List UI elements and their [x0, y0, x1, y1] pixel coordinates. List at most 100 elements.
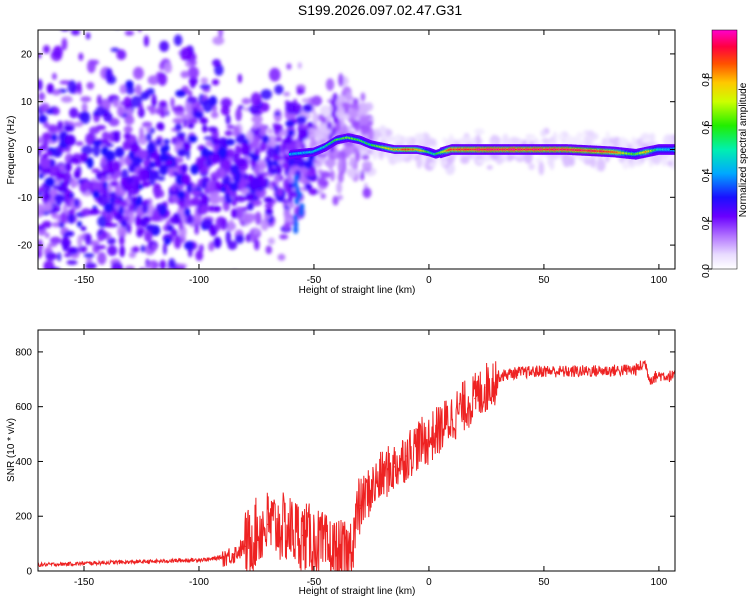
noise-blob — [186, 182, 193, 194]
noise-blob — [119, 245, 125, 258]
noise-blob — [77, 245, 88, 253]
noise-blob — [123, 96, 132, 110]
noise-blob — [116, 269, 126, 278]
noise-blob — [57, 120, 64, 131]
spectrogram-y-ticks: -20 -10 0 10 20 — [18, 49, 675, 252]
noise-blob — [119, 235, 125, 246]
noise-blob — [69, 107, 79, 119]
noise-blob — [112, 99, 120, 108]
noise-blob — [127, 212, 135, 225]
snr-point — [635, 369, 637, 371]
noise-blob — [264, 202, 274, 209]
feature-blob — [294, 197, 300, 206]
snr-point — [405, 455, 407, 457]
noise-blob — [148, 313, 155, 326]
noise-blob — [202, 218, 213, 228]
noise-blob — [267, 237, 275, 245]
noise-blob — [540, 129, 547, 137]
noise-blob — [160, 145, 167, 155]
noise-blob — [182, 292, 186, 300]
noise-blob — [265, 208, 273, 216]
noise-blob — [332, 195, 339, 206]
noise-blob — [274, 111, 281, 116]
noise-blob — [121, 308, 127, 314]
feature-blob — [295, 185, 300, 194]
noise-blob — [51, 133, 58, 142]
noise-blob — [272, 154, 283, 161]
noise-blob — [525, 134, 536, 139]
noise-blob — [211, 153, 221, 164]
noise-blob — [260, 124, 267, 137]
noise-blob — [186, 117, 199, 125]
noise-blob — [142, 15, 151, 21]
snr-point — [382, 474, 384, 476]
noise-blob — [429, 161, 437, 168]
noise-blob — [77, 234, 83, 248]
noise-blob — [42, 132, 52, 141]
noise-blob — [235, 107, 242, 122]
noise-blob — [274, 144, 281, 156]
noise-blob — [182, 202, 193, 208]
snr-point — [301, 534, 304, 537]
snr-frame — [37, 329, 676, 572]
noise-blob — [297, 62, 302, 69]
noise-blob — [176, 283, 180, 296]
noise-blob — [159, 123, 165, 131]
noise-blob — [528, 163, 535, 171]
noise-blob — [414, 133, 425, 140]
noise-blob — [186, 96, 198, 104]
noise-blob — [287, 158, 296, 166]
noise-blob — [159, 259, 167, 269]
noise-blob — [277, 253, 286, 261]
noise-blob — [259, 140, 268, 152]
noise-blob — [81, 102, 88, 114]
y-tick-label: 600 — [15, 402, 32, 413]
noise-blob — [38, 79, 43, 91]
noise-blob — [187, 123, 195, 129]
snr-point — [508, 373, 510, 375]
noise-blob — [80, 226, 87, 232]
noise-blob — [225, 114, 231, 125]
noise-blob — [195, 250, 204, 261]
noise-blob — [200, 194, 210, 205]
noise-blob — [92, 140, 103, 146]
noise-blob — [44, 232, 50, 239]
noise-blob — [141, 181, 151, 188]
noise-blob — [49, 236, 62, 245]
noise-blob — [336, 181, 343, 194]
noise-blob — [114, 213, 124, 221]
noise-blob — [341, 103, 353, 109]
noise-blob — [77, 81, 82, 92]
noise-blob — [345, 91, 353, 103]
noise-blob — [233, 125, 240, 137]
noise-blob — [80, 96, 92, 103]
noise-blob — [630, 159, 642, 165]
feature-blob — [293, 220, 299, 229]
y-tick-label: -20 — [18, 241, 33, 252]
noise-blob — [211, 79, 220, 86]
noise-blob — [277, 187, 283, 197]
noise-blob — [558, 132, 564, 142]
noise-blob — [265, 245, 273, 255]
noise-blob — [75, 141, 84, 147]
noise-blob — [170, 185, 176, 191]
noise-blob — [70, 179, 79, 188]
noise-blob — [51, 72, 57, 80]
noise-blob — [93, 304, 99, 318]
noise-blob — [130, 142, 140, 153]
snr-point — [497, 376, 499, 378]
noise-blob — [102, 230, 108, 239]
noise-blob — [153, 268, 158, 269]
snr-point — [290, 529, 292, 531]
noise-blob — [47, 124, 59, 134]
noise-blob — [124, 265, 135, 269]
snr-point — [439, 428, 441, 430]
noise-blob — [176, 132, 186, 137]
snr-point — [198, 560, 200, 562]
noise-blob — [229, 278, 240, 284]
colorbar-frame — [711, 29, 738, 270]
noise-blob — [200, 77, 209, 84]
noise-blob — [330, 170, 335, 182]
noise-blob — [67, 80, 77, 94]
x-tick-label: 100 — [651, 577, 668, 588]
